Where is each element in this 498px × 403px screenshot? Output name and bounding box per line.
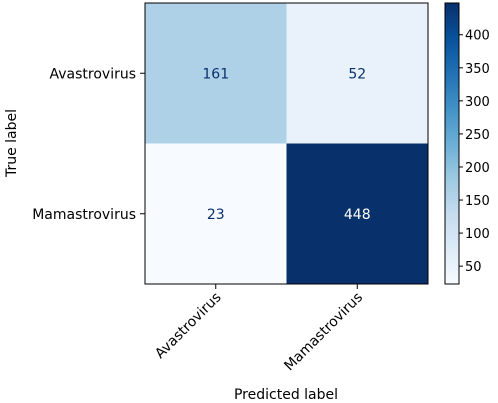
- x-tick-label: Mamastrovirus: [281, 290, 366, 375]
- cell-value-label-0-1: 52: [348, 66, 366, 82]
- y-tick-label: Avastrovirus: [49, 66, 136, 82]
- colorbar-tick-label: 150: [465, 194, 490, 209]
- colorbar-tick-label: 400: [465, 29, 490, 44]
- heatmap-cell-1-0: [145, 143, 287, 284]
- colorbar-ticks: 50 100 150 200 250 300 350 400: [459, 29, 490, 275]
- cell-value-label-0-0: 161: [202, 66, 229, 82]
- colorbar-tick-label: 50: [465, 260, 482, 275]
- colorbar-tick-label: 100: [465, 227, 490, 242]
- y-axis-label: True label: [4, 109, 20, 178]
- y-axis-ticks: Avastrovirus Mamastrovirus: [32, 66, 145, 223]
- heatmap-cell-0-1: [286, 3, 428, 144]
- plot-frame: [144, 2, 429, 285]
- x-axis-label: Predicted label: [234, 387, 338, 403]
- colorbar-tick-label: 200: [465, 161, 490, 176]
- heatmap-cell-1-1: [286, 143, 428, 284]
- cell-value-label-1-1: 448: [344, 207, 371, 223]
- x-axis-ticks: Avastrovirus Mamastrovirus: [152, 284, 366, 374]
- colorbar-tick-label: 250: [465, 128, 490, 143]
- heatmap-cells: 161 52 23 448: [145, 3, 428, 284]
- cell-value-label-1-0: 23: [207, 207, 225, 223]
- colorbar: [444, 2, 460, 285]
- x-tick-label: Avastrovirus: [152, 290, 224, 362]
- colorbar-tick-label: 300: [465, 95, 490, 110]
- heatmap-cell-0-0: [145, 3, 287, 144]
- colorbar-tick-label: 350: [465, 62, 490, 77]
- y-tick-label: Mamastrovirus: [32, 207, 136, 223]
